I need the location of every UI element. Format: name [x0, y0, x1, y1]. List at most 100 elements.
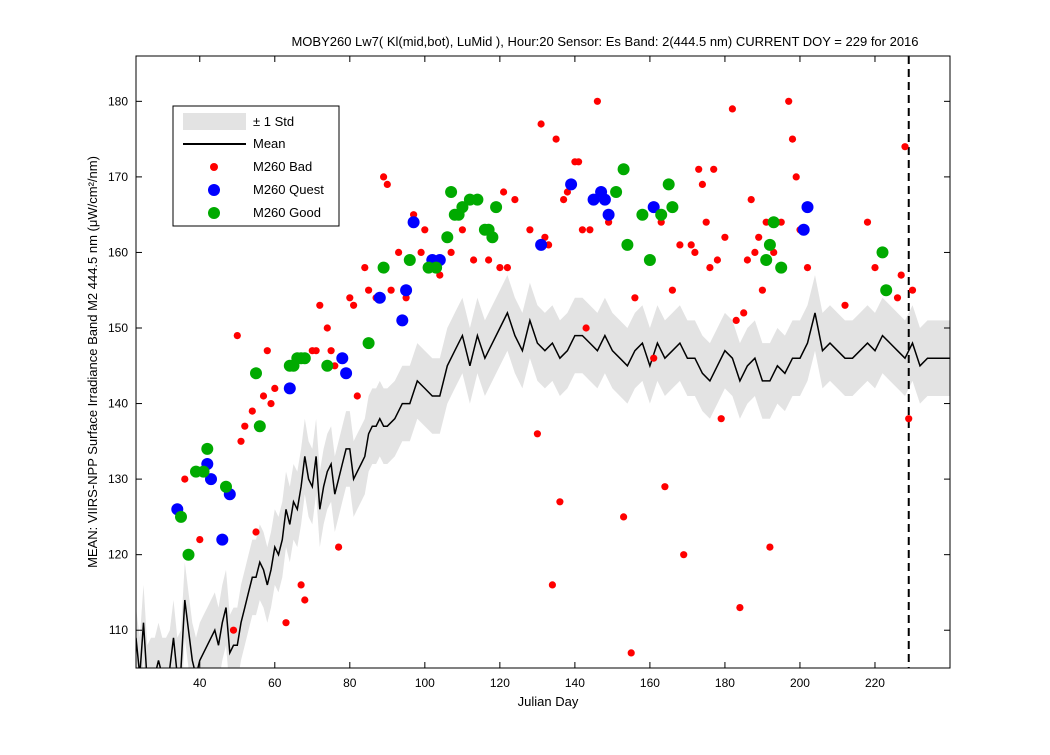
bad-point	[582, 324, 590, 332]
bad-point	[496, 264, 504, 272]
x-tick-label: 100	[415, 676, 435, 690]
bad-point	[897, 271, 905, 279]
bad-point	[196, 536, 204, 544]
bad-point	[263, 347, 271, 355]
bad-point	[905, 415, 913, 423]
legend-good-marker	[208, 207, 220, 219]
x-tick-label: 180	[715, 676, 735, 690]
x-ticks: 40 60 80 100 120 140 160 180 200 220	[193, 56, 885, 690]
std-band-layer	[136, 275, 950, 668]
good-point	[767, 216, 780, 229]
y-tick-label: 110	[109, 623, 128, 637]
bad-point	[740, 309, 748, 317]
bad-point	[578, 226, 587, 234]
bad-point	[661, 483, 669, 491]
x-tick-label: 140	[565, 676, 585, 690]
good-point	[610, 186, 623, 198]
x-tick-label: 40	[193, 676, 207, 690]
x-tick-label: 220	[865, 676, 885, 690]
good-point	[617, 163, 630, 176]
bad-point	[335, 543, 343, 551]
good-point	[490, 201, 503, 214]
bad-point	[312, 347, 320, 355]
quest-point	[797, 223, 810, 236]
x-tick-label: 80	[343, 676, 357, 690]
good-point	[321, 359, 334, 372]
bad-point	[901, 143, 909, 151]
bad-point	[706, 264, 714, 272]
bad-point	[500, 188, 508, 196]
bad-point	[908, 286, 917, 294]
quest-point	[598, 193, 611, 206]
quest-point	[373, 291, 386, 304]
bad-point	[751, 248, 759, 256]
bad-point	[548, 581, 557, 589]
bad-point	[747, 196, 755, 204]
bad-point	[537, 120, 545, 128]
legend-quest-marker	[208, 184, 220, 196]
bad-point	[380, 173, 388, 181]
good-point	[666, 201, 679, 214]
good-point	[486, 231, 499, 244]
mean-line	[136, 310, 950, 668]
bad-point	[353, 392, 361, 400]
good-point	[643, 254, 656, 266]
bad-point	[736, 604, 744, 612]
y-tick-label: 170	[108, 170, 128, 184]
bad-point	[710, 165, 718, 173]
bad-point	[687, 241, 695, 249]
bad-point	[552, 135, 560, 143]
y-tick-label: 120	[108, 548, 128, 562]
legend-bad-marker	[210, 163, 218, 171]
plot-area	[136, 56, 950, 668]
bad-point	[676, 241, 684, 249]
mean-line-layer	[136, 310, 950, 668]
bad-point	[717, 415, 725, 423]
quest-point	[565, 178, 578, 191]
bad-point	[713, 256, 722, 264]
quest-point	[396, 314, 409, 327]
bad-point	[458, 226, 466, 234]
bad-point	[485, 256, 493, 264]
good-point	[471, 193, 484, 206]
quest-point	[336, 352, 349, 365]
good-point	[621, 238, 634, 251]
bad-point	[758, 286, 767, 294]
y-tick-label: 160	[108, 245, 128, 259]
bad-point	[556, 498, 564, 506]
bad-point	[248, 407, 256, 415]
y-tick-label: 130	[108, 472, 128, 486]
bad-point	[233, 332, 241, 340]
bad-point	[627, 649, 635, 657]
legend-std-label: ± 1 Std	[253, 114, 294, 129]
good-point	[182, 548, 195, 561]
x-axis-label: Julian Day	[518, 694, 579, 709]
bad-point	[237, 437, 245, 445]
bad-point	[470, 256, 478, 264]
bad-point	[695, 165, 703, 173]
bad-point	[650, 354, 658, 362]
quest-point	[587, 193, 600, 206]
bad-point	[792, 173, 800, 181]
bad-point	[593, 97, 602, 105]
legend-bad-label: M260 Bad	[253, 159, 312, 174]
bad-point	[395, 248, 403, 256]
bad-point	[631, 294, 639, 302]
legend-good-label: M260 Good	[253, 205, 321, 220]
bad-point	[620, 513, 628, 521]
bad-point	[541, 233, 549, 241]
bad-point	[447, 248, 455, 256]
good-point	[253, 420, 266, 433]
bad-point	[327, 347, 335, 355]
bad-point	[387, 286, 395, 294]
bad-point	[267, 400, 275, 408]
bad-point	[402, 294, 410, 302]
good-point	[430, 261, 443, 274]
bad-point	[533, 430, 542, 438]
bad-point	[785, 97, 793, 105]
chart-title: MOBY260 Lw7( Kl(mid,bot), LuMid ), Hour:…	[291, 34, 918, 49]
good-point	[220, 480, 232, 493]
bad-point	[271, 384, 279, 392]
bad-point	[346, 294, 354, 302]
